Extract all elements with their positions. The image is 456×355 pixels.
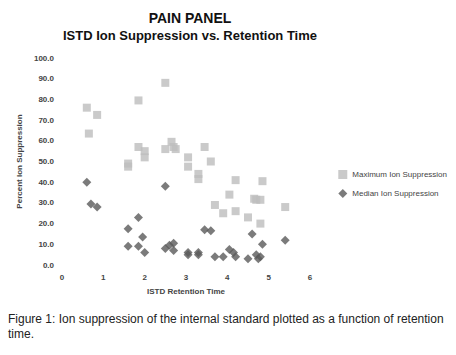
svg-text:6: 6	[308, 273, 313, 282]
svg-text:Percent Ion Suppression: Percent Ion Suppression	[15, 114, 24, 208]
svg-text:10.0: 10.0	[38, 240, 54, 249]
svg-text:5: 5	[266, 273, 271, 282]
svg-text:30.0: 30.0	[38, 198, 54, 207]
svg-text:20.0: 20.0	[38, 219, 54, 228]
svg-text:50.0: 50.0	[38, 157, 54, 166]
svg-text:0: 0	[60, 273, 65, 282]
svg-text:80.0: 80.0	[38, 95, 54, 104]
svg-text:3: 3	[184, 273, 189, 282]
html-text:Figure 1: Ion suppression of t: Figure 1: Ion suppression of the interna…	[8, 312, 444, 341]
svg-text:40.0: 40.0	[38, 178, 54, 187]
svg-text:Median Ion Suppression: Median Ion Suppression	[352, 189, 438, 198]
svg-text:100.0: 100.0	[34, 54, 55, 63]
svg-text:ISTD Ion Suppression vs. Reten: ISTD Ion Suppression vs. Retention Time	[63, 28, 317, 43]
svg-text:60.0: 60.0	[38, 136, 54, 145]
svg-text:PAIN PANEL: PAIN PANEL	[149, 10, 232, 26]
svg-text:70.0: 70.0	[38, 116, 54, 125]
svg-text:ISTD Retention Time: ISTD Retention Time	[147, 287, 226, 296]
svg-text:Maximum Ion Suppression: Maximum Ion Suppression	[352, 170, 447, 179]
svg-text:1: 1	[101, 273, 106, 282]
svg-text:90.0: 90.0	[38, 74, 54, 83]
svg-text:0.0: 0.0	[43, 261, 55, 270]
svg-text:4: 4	[225, 273, 230, 282]
svg-text:2: 2	[142, 273, 147, 282]
